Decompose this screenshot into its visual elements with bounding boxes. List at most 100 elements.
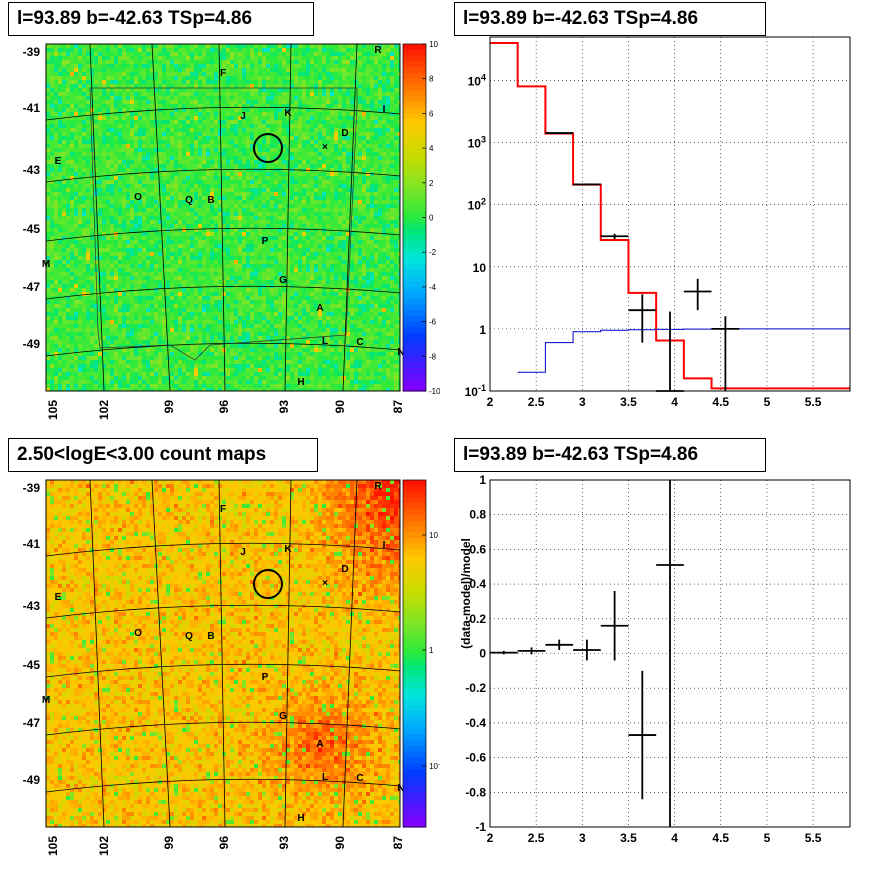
heatmap-cell xyxy=(278,232,283,237)
heatmap-cell xyxy=(218,88,223,93)
heatmap-cell xyxy=(110,96,115,101)
heatmap-cell xyxy=(222,188,227,193)
heatmap-cell xyxy=(46,212,51,217)
heatmap-cell xyxy=(70,116,75,121)
heatmap-cell xyxy=(354,144,359,149)
heatmap-cell xyxy=(278,176,283,181)
heatmap-cell xyxy=(366,108,371,113)
heatmap-cell xyxy=(358,120,363,125)
heatmap-cell xyxy=(178,140,183,145)
heatmap-cell xyxy=(354,196,359,201)
heatmap-cell xyxy=(158,216,163,221)
heatmap-cell xyxy=(86,104,91,109)
heatmap-cell xyxy=(130,92,135,97)
heatmap-cell xyxy=(198,220,203,225)
heatmap-cell xyxy=(166,244,171,249)
heatmap-cell xyxy=(126,88,131,93)
heatmap-cell xyxy=(82,180,87,185)
heatmap-cell xyxy=(242,48,247,53)
heatmap-cell xyxy=(146,60,151,65)
heatmap-cell xyxy=(262,72,267,77)
heatmap-cell xyxy=(302,160,307,165)
heatmap-cell xyxy=(90,260,95,265)
heatmap-cell xyxy=(118,156,123,161)
heatmap-cell xyxy=(150,132,155,137)
heatmap-cell xyxy=(110,56,115,61)
heatmap-cell xyxy=(234,220,239,225)
heatmap-cell xyxy=(258,96,263,101)
heatmap-cell xyxy=(74,96,79,101)
heatmap-cell xyxy=(50,216,55,221)
heatmap-cell xyxy=(154,248,159,253)
heatmap-cell xyxy=(330,128,335,133)
heatmap-cell xyxy=(194,180,199,185)
heatmap-cell xyxy=(394,88,399,93)
heatmap-cell xyxy=(174,88,179,93)
heatmap-cell xyxy=(194,188,199,193)
heatmap-cell xyxy=(346,68,351,73)
heatmap-cell xyxy=(350,84,355,89)
heatmap-cell xyxy=(366,104,371,109)
heatmap-cell xyxy=(58,168,63,173)
heatmap-cell xyxy=(346,124,351,129)
heatmap-cell xyxy=(238,140,243,145)
heatmap-cell xyxy=(338,228,343,233)
heatmap-cell xyxy=(314,44,319,49)
heatmap-cell xyxy=(222,60,227,65)
heatmap-cell xyxy=(226,184,231,189)
heatmap-cell xyxy=(202,216,207,221)
heatmap-cell xyxy=(214,252,219,257)
heatmap-cell xyxy=(126,184,131,189)
heatmap-cell xyxy=(338,200,343,205)
heatmap-cell xyxy=(90,132,95,137)
heatmap-cell xyxy=(58,92,63,97)
heatmap-cell xyxy=(186,72,191,77)
heatmap-cell xyxy=(378,192,383,197)
heatmap-cell xyxy=(130,164,135,169)
heatmap-cell xyxy=(154,164,159,169)
heatmap-cell xyxy=(294,220,299,225)
heatmap-cell xyxy=(102,144,107,149)
heatmap-cell xyxy=(142,228,147,233)
heatmap-cell xyxy=(218,164,223,169)
heatmap-cell xyxy=(286,124,291,129)
heatmap-cell xyxy=(74,192,79,197)
heatmap-cell xyxy=(170,72,175,77)
heatmap-cell xyxy=(110,224,115,229)
heatmap-cell xyxy=(326,112,331,117)
heatmap-cell xyxy=(238,52,243,57)
heatmap-cell xyxy=(58,72,63,77)
heatmap-cell xyxy=(386,72,391,77)
heatmap-cell xyxy=(342,132,347,137)
heatmap-cell xyxy=(338,172,343,177)
heatmap-cell xyxy=(234,152,239,157)
heatmap-cell xyxy=(210,104,215,109)
heatmap-cell xyxy=(46,188,51,193)
heatmap-cell xyxy=(218,260,223,265)
heatmap-cell xyxy=(398,208,400,213)
heatmap-cell xyxy=(98,60,103,65)
heatmap-cell xyxy=(374,176,379,181)
heatmap-cell xyxy=(54,232,59,237)
heatmap-cell xyxy=(94,132,99,137)
heatmap-cell xyxy=(110,180,115,185)
heatmap-cell xyxy=(74,164,79,169)
heatmap-cell xyxy=(210,152,215,157)
heatmap-cell xyxy=(158,112,163,117)
heatmap-cell xyxy=(354,44,359,49)
heatmap-cell xyxy=(170,44,175,49)
heatmap-cell xyxy=(334,64,339,69)
heatmap-cell xyxy=(166,224,171,229)
heatmap-cell xyxy=(150,64,155,69)
heatmap-cell xyxy=(142,184,147,189)
heatmap-cell xyxy=(110,116,115,121)
heatmap-cell xyxy=(118,96,123,101)
heatmap-cell xyxy=(186,164,191,169)
heatmap-cell xyxy=(218,48,223,53)
heatmap-cell xyxy=(258,88,263,93)
heatmap-cell xyxy=(130,152,135,157)
heatmap-cell xyxy=(358,240,363,245)
heatmap-cell xyxy=(302,48,307,53)
heatmap-cell xyxy=(362,240,367,245)
heatmap-cell xyxy=(330,180,335,185)
